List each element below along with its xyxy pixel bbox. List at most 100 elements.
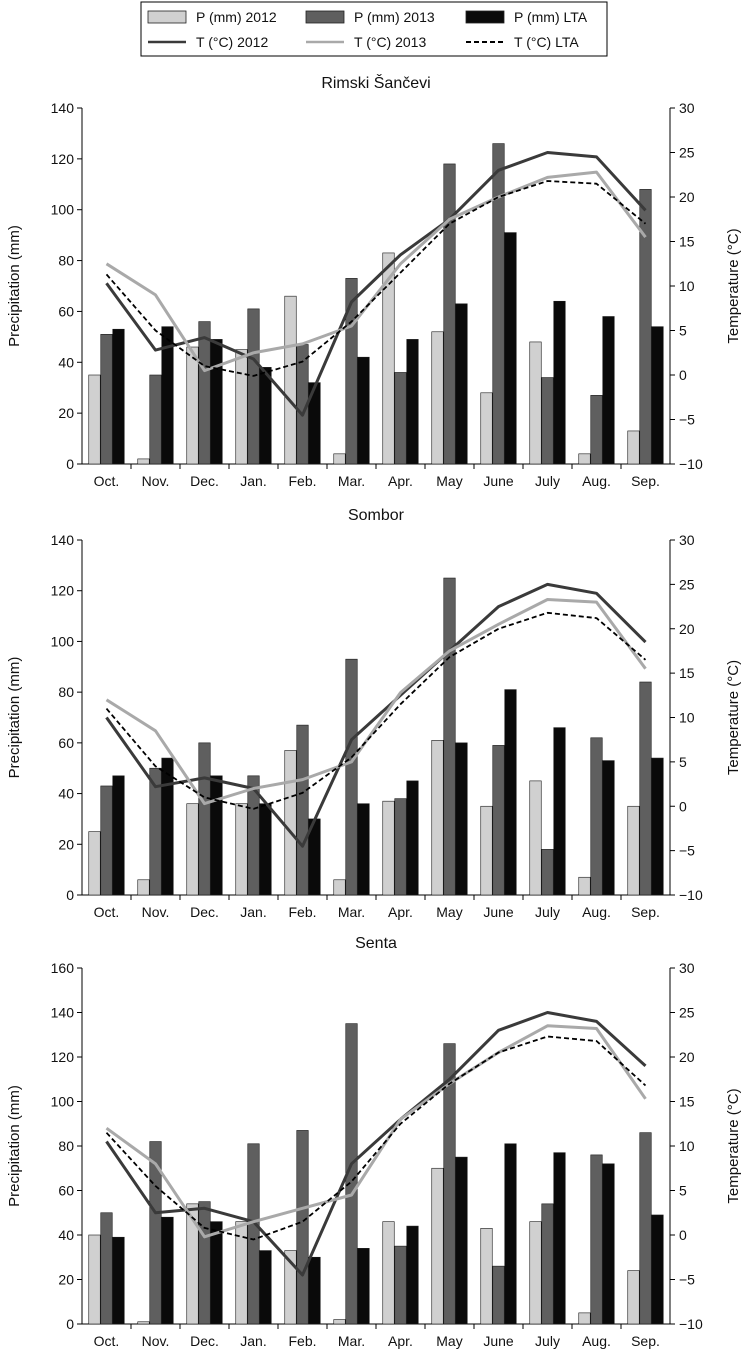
- x-tick-label: Oct.: [94, 904, 120, 920]
- bar-p-mm-2012-apr: [382, 252, 395, 465]
- bar-p-mm-2012-dec: [186, 346, 199, 465]
- bar-p-mm-2013-may: [443, 1043, 456, 1325]
- bar-p-mm-lta-jan: [259, 367, 272, 465]
- bar-p-mm-lta-dec: [210, 1221, 223, 1325]
- bar-p-mm-2012-oct: [88, 831, 101, 896]
- bar-p-mm-2013-apr: [394, 372, 407, 465]
- left-tick-label: 100: [51, 1094, 75, 1110]
- bar-p-mm-lta-may: [455, 1156, 468, 1325]
- y2-axis-title: Temperature (°C): [725, 660, 742, 775]
- bar-p-mm-2013-may: [443, 163, 456, 465]
- right-tick-label: 0: [679, 367, 687, 383]
- bar-p-mm-lta-oct: [112, 328, 125, 465]
- bar-p-mm-2012-feb: [284, 1250, 297, 1325]
- x-tick-label: Apr.: [388, 473, 413, 489]
- y-axis-title: Precipitation (mm): [6, 657, 23, 779]
- bar-p-mm-2012-jan: [235, 803, 248, 896]
- x-tick-label: May: [436, 1333, 462, 1349]
- bar-p-mm-2013-june: [492, 143, 505, 465]
- bar-p-mm-lta-mar: [357, 356, 370, 465]
- line-t-c-lta: [105, 180, 647, 377]
- left-tick-label: 100: [51, 202, 75, 218]
- bar-p-mm-lta-june: [504, 1143, 517, 1325]
- x-tick-label: May: [436, 473, 462, 489]
- bar-p-mm-2013-mar: [345, 658, 358, 896]
- bar-p-mm-2013-july: [541, 849, 554, 896]
- chart-title: Sombor: [348, 507, 405, 524]
- bar-p-mm-2013-oct: [100, 334, 113, 465]
- chart-panels: Rimski Šančevi020406080100120140−10−5051…: [6, 73, 742, 1349]
- bar-p-mm-2012-june: [480, 1228, 493, 1325]
- x-tick-label: Mar.: [338, 1333, 365, 1349]
- bar-p-mm-2012-jan: [235, 349, 248, 465]
- bar-p-mm-lta-sep: [651, 757, 664, 896]
- x-tick-label: Jan.: [240, 473, 266, 489]
- left-tick-label: 20: [58, 405, 74, 421]
- right-tick-label: 20: [679, 621, 695, 637]
- bar-p-mm-2012-july: [529, 780, 542, 896]
- right-tick-label: 5: [679, 1183, 687, 1199]
- line-t-c-lta: [105, 1035, 647, 1241]
- right-tick-label: 25: [679, 1005, 695, 1021]
- x-tick-label: Dec.: [190, 904, 219, 920]
- bar-p-mm-lta-aug: [602, 316, 615, 465]
- right-tick-label: −10: [679, 456, 703, 472]
- bar-p-mm-2013-nov: [149, 1141, 162, 1325]
- right-tick-label: −5: [679, 843, 695, 859]
- x-tick-label: Jan.: [240, 1333, 266, 1349]
- bar-p-mm-2013-jan: [247, 775, 260, 896]
- right-tick-label: −5: [679, 412, 695, 428]
- bar-p-mm-lta-aug: [602, 760, 615, 896]
- chart-title: Rimski Šančevi: [321, 73, 430, 92]
- bar-p-mm-2012-june: [480, 392, 493, 465]
- bar-p-mm-2012-nov: [137, 458, 150, 465]
- bar-p-mm-lta-feb: [308, 382, 321, 465]
- bar-p-mm-2012-mar: [333, 453, 346, 465]
- bar-p-mm-2013-feb: [296, 1130, 309, 1325]
- left-tick-label: 40: [58, 354, 74, 370]
- right-tick-label: 25: [679, 576, 695, 592]
- bar-p-mm-2013-oct: [100, 1212, 113, 1325]
- legend-label-p-mm-2013: P (mm) 2013: [354, 9, 435, 25]
- bar-p-mm-lta-jan: [259, 1250, 272, 1325]
- left-tick-label: 40: [58, 786, 74, 802]
- left-tick-label: 20: [58, 1272, 74, 1288]
- legend: P (mm) 2012 P (mm) 2013 P (mm) LTA T (°C) 2…: [140, 1, 608, 57]
- x-tick-label: July: [535, 473, 560, 489]
- bar-p-mm-2012-may: [431, 740, 444, 896]
- bar-p-mm-2012-july: [529, 341, 542, 465]
- bar-p-mm-lta-mar: [357, 1248, 370, 1325]
- bar-p-mm-lta-sep: [651, 1214, 664, 1325]
- bar-series-p-mm-lta: [112, 232, 664, 465]
- x-tick-label: Dec.: [190, 473, 219, 489]
- left-tick-label: 60: [58, 735, 74, 751]
- left-tick-label: 60: [58, 1183, 74, 1199]
- legend-label-t-c-lta: T (°C) LTA: [514, 34, 579, 50]
- y2-axis-title: Temperature (°C): [725, 228, 742, 343]
- bar-p-mm-2012-mar: [333, 1319, 346, 1325]
- x-tick-label: Nov.: [142, 904, 170, 920]
- left-tick-label: 60: [58, 303, 74, 319]
- line-t-c-2013: [105, 1024, 647, 1239]
- bar-p-mm-2012-dec: [186, 803, 199, 896]
- legend-label-t-c-2013: T (°C) 2013: [354, 34, 426, 50]
- bar-p-mm-2013-jan: [247, 1143, 260, 1325]
- x-tick-label: Jan.: [240, 904, 266, 920]
- legend-swatch-p-mm-lta: [465, 10, 505, 24]
- bar-p-mm-2012-sep: [627, 805, 640, 896]
- left-tick-label: 140: [51, 1005, 75, 1021]
- x-tick-label: June: [483, 1333, 514, 1349]
- left-tick-label: 100: [51, 633, 75, 649]
- bar-p-mm-2012-aug: [578, 876, 591, 896]
- x-tick-label: Mar.: [338, 473, 365, 489]
- left-tick-label: 0: [66, 456, 74, 472]
- bar-series-p-mm-lta: [112, 1143, 664, 1325]
- x-tick-label: Sep.: [631, 473, 660, 489]
- right-tick-label: −5: [679, 1272, 695, 1288]
- bar-p-mm-2012-oct: [88, 374, 101, 465]
- line-t-c-2013: [105, 170, 647, 373]
- right-tick-label: 15: [679, 1094, 695, 1110]
- bar-p-mm-2013-mar: [345, 278, 358, 465]
- bar-p-mm-2012-feb: [284, 750, 297, 896]
